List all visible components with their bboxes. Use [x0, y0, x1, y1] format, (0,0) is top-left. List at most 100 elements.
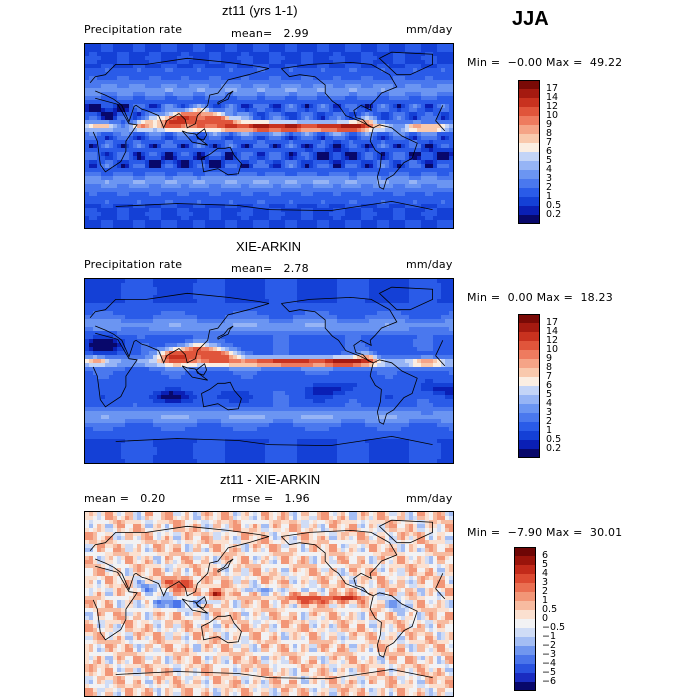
map-cell: [129, 64, 134, 69]
map-cell: [265, 56, 270, 61]
map-cell: [237, 64, 242, 69]
map-cell: [433, 295, 438, 300]
map-cell: [233, 220, 238, 225]
map-cell: [233, 116, 238, 121]
map-cell: [253, 60, 258, 65]
map-cell: [441, 220, 446, 225]
map-cell: [285, 176, 290, 181]
map-cell: [133, 287, 138, 292]
map-cell: [165, 128, 170, 133]
map-cell: [385, 295, 390, 300]
map-cell: [121, 287, 126, 292]
map-cell: [101, 60, 106, 65]
map-cell: [365, 72, 370, 77]
map-cell: [197, 164, 202, 169]
map-cell: [409, 144, 414, 149]
map-cell: [317, 144, 322, 149]
map-cell: [437, 48, 442, 53]
map-cell: [333, 168, 338, 173]
map-cell: [441, 80, 446, 85]
map-cell: [177, 116, 182, 121]
map-cell: [285, 283, 290, 288]
map-cell: [337, 188, 342, 193]
map-cell: [93, 220, 98, 225]
coastline: [281, 61, 398, 129]
map-cell: [173, 164, 178, 169]
map-cell: [377, 60, 382, 65]
map-cell: [357, 80, 362, 85]
map-cell: [193, 192, 198, 197]
map-cell: [285, 164, 290, 169]
map-cell: [269, 68, 274, 73]
map-cell: [217, 156, 222, 161]
map-cell: [85, 283, 90, 288]
map-cell: [225, 287, 230, 292]
map-cell: [125, 88, 130, 93]
map-cell: [425, 152, 430, 157]
map-cell: [233, 204, 238, 209]
map-cell: [97, 168, 102, 173]
map-cell: [257, 140, 262, 145]
coastline: [92, 97, 138, 173]
map-cell: [145, 44, 150, 49]
map-cell: [353, 140, 358, 145]
map-cell: [133, 136, 138, 141]
map-cell: [429, 96, 434, 101]
map-cell: [249, 291, 254, 296]
map-cell: [437, 100, 442, 105]
map-cell: [389, 180, 394, 185]
map-cell: [377, 208, 382, 213]
map-cell: [441, 48, 446, 53]
map-cell: [165, 52, 170, 57]
map-cell: [85, 168, 90, 173]
map-cell: [325, 204, 330, 209]
map-cell: [221, 48, 226, 53]
map-cell: [157, 100, 162, 105]
map-cell: [189, 88, 194, 93]
map-cell: [413, 212, 418, 217]
map-cell: [397, 283, 402, 288]
map-cell: [433, 56, 438, 61]
map-cell: [377, 212, 382, 217]
map-cell: [121, 144, 126, 149]
map-cell: [217, 295, 222, 300]
map-cell: [345, 140, 350, 145]
map-cell: [181, 56, 186, 61]
map-cell: [317, 216, 322, 221]
map-cell: [237, 104, 242, 109]
map-cell: [117, 84, 122, 89]
map-cell: [189, 144, 194, 149]
map-cell: [413, 44, 418, 49]
map-cell: [265, 180, 270, 185]
map-cell: [437, 216, 442, 221]
map-cell: [357, 88, 362, 93]
map-cell: [425, 100, 430, 105]
map-cell: [397, 156, 402, 161]
map-cell: [413, 168, 418, 173]
map-cell: [117, 64, 122, 69]
map-cell: [409, 291, 414, 296]
map-cell: [241, 188, 246, 193]
map-cell: [433, 104, 438, 109]
map-cell: [97, 96, 102, 101]
map-cell: [129, 287, 134, 292]
map-cell: [413, 48, 418, 53]
map-cell: [321, 212, 326, 217]
map-cell: [449, 224, 453, 228]
map-cell: [277, 164, 282, 169]
map-cell: [309, 196, 314, 201]
map-cell: [221, 156, 226, 161]
map-cell: [429, 132, 434, 137]
map-cell: [269, 168, 274, 173]
map-cell: [121, 216, 126, 221]
map-cell: [181, 92, 186, 97]
map-cell: [137, 196, 142, 201]
map-cell: [329, 164, 334, 169]
map-cell: [401, 148, 406, 153]
map-cell: [305, 76, 310, 81]
map-cell: [381, 76, 386, 81]
map-cell: [289, 184, 294, 189]
map-cell: [237, 224, 242, 228]
map-cell: [133, 220, 138, 225]
map-cell: [425, 144, 430, 149]
